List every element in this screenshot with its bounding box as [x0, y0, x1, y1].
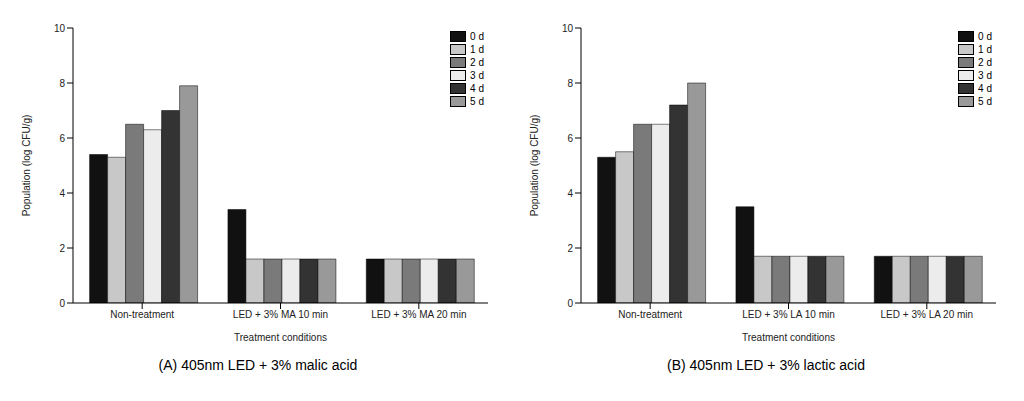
svg-text:Population (log CFU/g): Population (log CFU/g): [21, 115, 32, 217]
svg-text:LED + 3% MA 10 min: LED + 3% MA 10 min: [233, 309, 328, 320]
html-text:1 d: 1 d: [978, 44, 992, 55]
svg-text:8: 8: [567, 78, 573, 89]
html-text:3 d: 3 d: [470, 70, 484, 81]
svg-text:LED + 3% LA 20 min: LED + 3% LA 20 min: [881, 309, 974, 320]
html-text:4 d: 4 d: [470, 83, 484, 94]
html-text:4 d: 4 d: [978, 83, 992, 94]
svg-text:10: 10: [54, 23, 66, 34]
html-text:(B) 405nm LED + 3% lactic acid: (B) 405nm LED + 3% lactic acid: [667, 357, 865, 373]
html-text:3 d: 3 d: [978, 70, 992, 81]
svg-text:4: 4: [59, 188, 65, 199]
html-text:0 d: 0 d: [470, 31, 484, 42]
svg-text:Population (log CFU/g): Population (log CFU/g): [529, 115, 540, 217]
svg-text:2: 2: [59, 243, 65, 254]
svg-text:2: 2: [567, 243, 573, 254]
html-text:1 d: 1 d: [470, 44, 484, 55]
svg-text:Non-treatment: Non-treatment: [618, 309, 682, 320]
svg-text:0: 0: [59, 298, 65, 309]
svg-text:Treatment conditions: Treatment conditions: [234, 332, 327, 343]
svg-text:LED + 3% LA 10 min: LED + 3% LA 10 min: [742, 309, 835, 320]
html-text:2 d: 2 d: [978, 57, 992, 68]
html-text:2 d: 2 d: [470, 57, 484, 68]
html-text:5 d: 5 d: [978, 96, 992, 107]
svg-text:LED + 3% MA 20 min: LED + 3% MA 20 min: [371, 309, 466, 320]
svg-text:6: 6: [59, 133, 65, 144]
svg-text:10: 10: [562, 23, 574, 34]
html-text:(A) 405nm LED + 3% malic acid: (A) 405nm LED + 3% malic acid: [158, 357, 358, 373]
svg-text:4: 4: [567, 188, 573, 199]
svg-text:Treatment conditions: Treatment conditions: [742, 332, 835, 343]
html-text:0 d: 0 d: [978, 31, 992, 42]
html-text:5 d: 5 d: [470, 96, 484, 107]
svg-text:0: 0: [567, 298, 573, 309]
svg-text:6: 6: [567, 133, 573, 144]
svg-text:8: 8: [59, 78, 65, 89]
svg-text:Non-treatment: Non-treatment: [110, 309, 174, 320]
